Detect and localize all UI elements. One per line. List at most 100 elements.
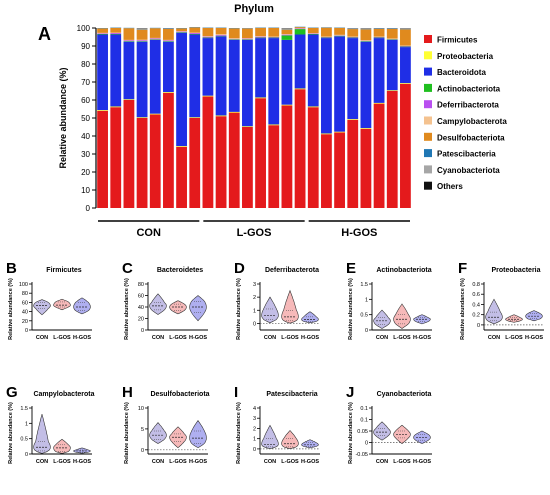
bar-segment bbox=[321, 134, 332, 208]
bar-segment bbox=[281, 35, 293, 40]
bar-segment bbox=[228, 38, 240, 40]
bar-segment bbox=[149, 38, 161, 40]
bar-segment bbox=[268, 27, 280, 37]
bar-segment bbox=[136, 41, 148, 42]
x-tick-label: CON bbox=[376, 335, 388, 341]
bar-segment bbox=[228, 111, 240, 113]
bar-segment bbox=[136, 40, 148, 42]
bar-segment bbox=[400, 46, 411, 48]
bar-segment bbox=[268, 36, 280, 37]
bar-segment bbox=[400, 28, 411, 29]
legend-label: Firmicutes bbox=[437, 36, 478, 45]
bar-segment bbox=[400, 29, 411, 46]
bar-segment bbox=[163, 41, 174, 42]
bar-segment bbox=[176, 32, 187, 147]
bar-segment bbox=[373, 28, 385, 37]
bar-segment bbox=[347, 119, 359, 120]
x-tick-label: H-GOS bbox=[301, 335, 319, 341]
x-tick-label: L-GOS bbox=[169, 459, 187, 465]
bar-segment bbox=[97, 33, 108, 35]
panel-i: I Patescibacteria Relative abundance (%) 0 1… bbox=[234, 384, 320, 465]
legend-swatch bbox=[424, 149, 432, 158]
bar-segment bbox=[307, 27, 319, 34]
bar-segment bbox=[189, 117, 201, 118]
violin bbox=[393, 303, 411, 329]
bar-segment bbox=[347, 38, 359, 120]
bar-segment bbox=[123, 28, 135, 40]
x-tick-label: CON bbox=[152, 459, 164, 465]
violin bbox=[53, 298, 71, 311]
panel-a: A Phylum 0 10 20 30 40 50 60 70 80 90 100 Relative ab… bbox=[38, 3, 507, 239]
bar-segment bbox=[307, 106, 319, 108]
bar-segment bbox=[321, 27, 332, 37]
panel-e: E Actinobacteriota Relative abundance (%) 0… bbox=[346, 260, 432, 341]
bar-segment bbox=[136, 41, 148, 118]
bar-segment bbox=[281, 29, 293, 35]
x-tick-label: H-GOS bbox=[189, 335, 207, 341]
panel-letter: G bbox=[6, 384, 18, 401]
bar-segment bbox=[215, 35, 227, 37]
bar-segment bbox=[136, 39, 148, 41]
bar-segment bbox=[163, 39, 174, 41]
y-tick-label: 60 bbox=[81, 96, 90, 105]
bar-segment bbox=[321, 133, 332, 135]
panel-letter: H bbox=[122, 384, 133, 401]
bar-segment bbox=[149, 39, 161, 114]
y-tick-label: 2 bbox=[253, 295, 256, 301]
bar-segment bbox=[347, 29, 359, 37]
bar-segment bbox=[400, 47, 411, 84]
y-tick-label: 80 bbox=[138, 282, 144, 288]
bar-segment bbox=[176, 31, 187, 32]
x-tick-label: CON bbox=[152, 335, 164, 341]
bar-segment bbox=[189, 33, 201, 34]
bar-segment bbox=[347, 37, 359, 39]
legend-swatch bbox=[424, 51, 432, 60]
y-tick-label: 0.2 bbox=[472, 313, 480, 319]
y-tick-label: 10 bbox=[138, 406, 144, 412]
bar-segment bbox=[321, 37, 332, 38]
x-tick-label: H-GOS bbox=[73, 335, 91, 341]
y-tick-label: 20 bbox=[138, 317, 144, 323]
bar-segment bbox=[189, 34, 201, 118]
y-tick-label: 0.5 bbox=[20, 437, 28, 443]
y-tick-label: 0.8 bbox=[472, 282, 480, 288]
y-tick-label: 30 bbox=[81, 150, 90, 159]
violin bbox=[505, 314, 523, 323]
bar-segment bbox=[294, 34, 306, 89]
legend-label: Actinobacteriota bbox=[437, 84, 501, 93]
legend-swatch bbox=[424, 132, 432, 141]
bar-segment bbox=[149, 114, 161, 208]
bar-segment bbox=[255, 37, 266, 39]
chart-title: Proteobacteria bbox=[491, 267, 540, 274]
legend-label: Patescibacteria bbox=[437, 150, 496, 159]
bar-segment bbox=[373, 38, 385, 103]
bar-segment bbox=[400, 45, 411, 46]
bar-segment bbox=[215, 34, 227, 36]
violin bbox=[149, 293, 167, 315]
violin bbox=[189, 419, 207, 449]
bar-segment bbox=[334, 35, 345, 37]
y-tick-label: 40 bbox=[22, 310, 28, 316]
bar-segment bbox=[123, 41, 135, 42]
y-tick-label: 0.6 bbox=[472, 292, 480, 298]
y-tick-label: 1 bbox=[25, 421, 28, 427]
y-tick-label: 0 bbox=[141, 448, 144, 454]
bar-segment bbox=[242, 28, 253, 39]
bar-segment bbox=[163, 40, 174, 42]
x-tick-label: H-GOS bbox=[413, 459, 431, 465]
violin bbox=[149, 422, 167, 444]
panel-letter: F bbox=[458, 260, 467, 277]
y-tick-label: 10 bbox=[81, 186, 90, 195]
bar-segment bbox=[373, 37, 385, 38]
violin bbox=[373, 309, 391, 329]
bar-segment bbox=[334, 27, 345, 35]
y-axis-title: Relative abundance (%) bbox=[460, 278, 466, 340]
bar-segment bbox=[373, 103, 385, 208]
bar-segment bbox=[242, 38, 253, 40]
x-tick-label: L-GOS bbox=[281, 459, 299, 465]
y-tick-label: 90 bbox=[81, 42, 90, 51]
bar-segment bbox=[400, 83, 411, 208]
y-tick-label: 0 bbox=[25, 328, 28, 334]
legend-label: Proteobacteria bbox=[437, 52, 494, 61]
legend-swatch bbox=[424, 83, 432, 92]
